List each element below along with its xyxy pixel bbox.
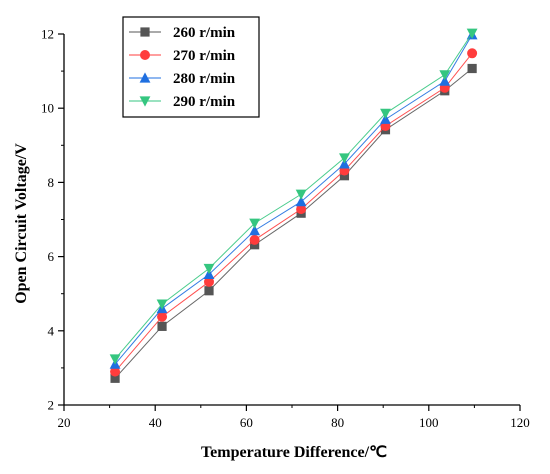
legend-label-1: 260 r/min — [173, 25, 236, 41]
data-point-series-2 — [204, 276, 215, 287]
y-tick-label: 8 — [48, 175, 55, 190]
legend-marker-4 — [139, 96, 151, 107]
data-point-series-4 — [203, 263, 215, 275]
legend-label-3: 280 r/min — [173, 71, 236, 87]
x-tick-label: 100 — [419, 415, 439, 430]
x-tick-label: 40 — [149, 415, 162, 430]
data-point-series-2 — [467, 48, 478, 59]
x-tick-label: 80 — [331, 415, 344, 430]
y-tick-label: 6 — [48, 249, 55, 264]
x-tick-label: 120 — [510, 415, 530, 430]
data-point-series-2 — [110, 366, 121, 377]
data-point-series-4 — [109, 354, 121, 365]
data-point-series-4 — [249, 218, 261, 229]
data-point-series-2 — [157, 311, 168, 322]
data-point-series-1 — [157, 321, 167, 331]
data-point-series-2 — [296, 204, 307, 215]
legend-label-2: 270 r/min — [173, 48, 236, 64]
data-point-series-3 — [295, 196, 307, 207]
data-point-series-4 — [466, 28, 478, 39]
data-point-series-1 — [110, 373, 120, 383]
y-tick-label: 4 — [48, 323, 55, 338]
legend-marker-2 — [140, 50, 150, 60]
y-axis-title: Open Circuit Voltage/V — [13, 143, 30, 304]
x-tick-label: 60 — [240, 415, 253, 430]
legend-marker-3 — [139, 72, 151, 83]
data-point-series-1 — [204, 286, 214, 296]
data-point-series-4 — [380, 108, 391, 119]
data-point-series-1 — [339, 171, 350, 181]
legend-marker-1 — [140, 27, 150, 37]
x-tick-label: 20 — [58, 415, 71, 430]
x-axis-title: Temperature Difference/℃ — [201, 444, 387, 461]
data-point-series-3 — [249, 225, 261, 236]
y-tick-label: 10 — [41, 101, 54, 116]
y-tick-label: 12 — [41, 27, 54, 42]
data-point-series-4 — [156, 299, 168, 310]
data-point-series-3 — [439, 75, 451, 86]
data-point-series-4 — [439, 70, 451, 81]
data-point-series-2 — [249, 234, 260, 245]
data-point-series-4 — [295, 189, 307, 200]
legend-label-4: 290 r/min — [173, 94, 236, 110]
data-point-series-4 — [339, 153, 350, 164]
y-tick-label: 2 — [48, 398, 55, 413]
data-point-series-1 — [467, 63, 477, 74]
